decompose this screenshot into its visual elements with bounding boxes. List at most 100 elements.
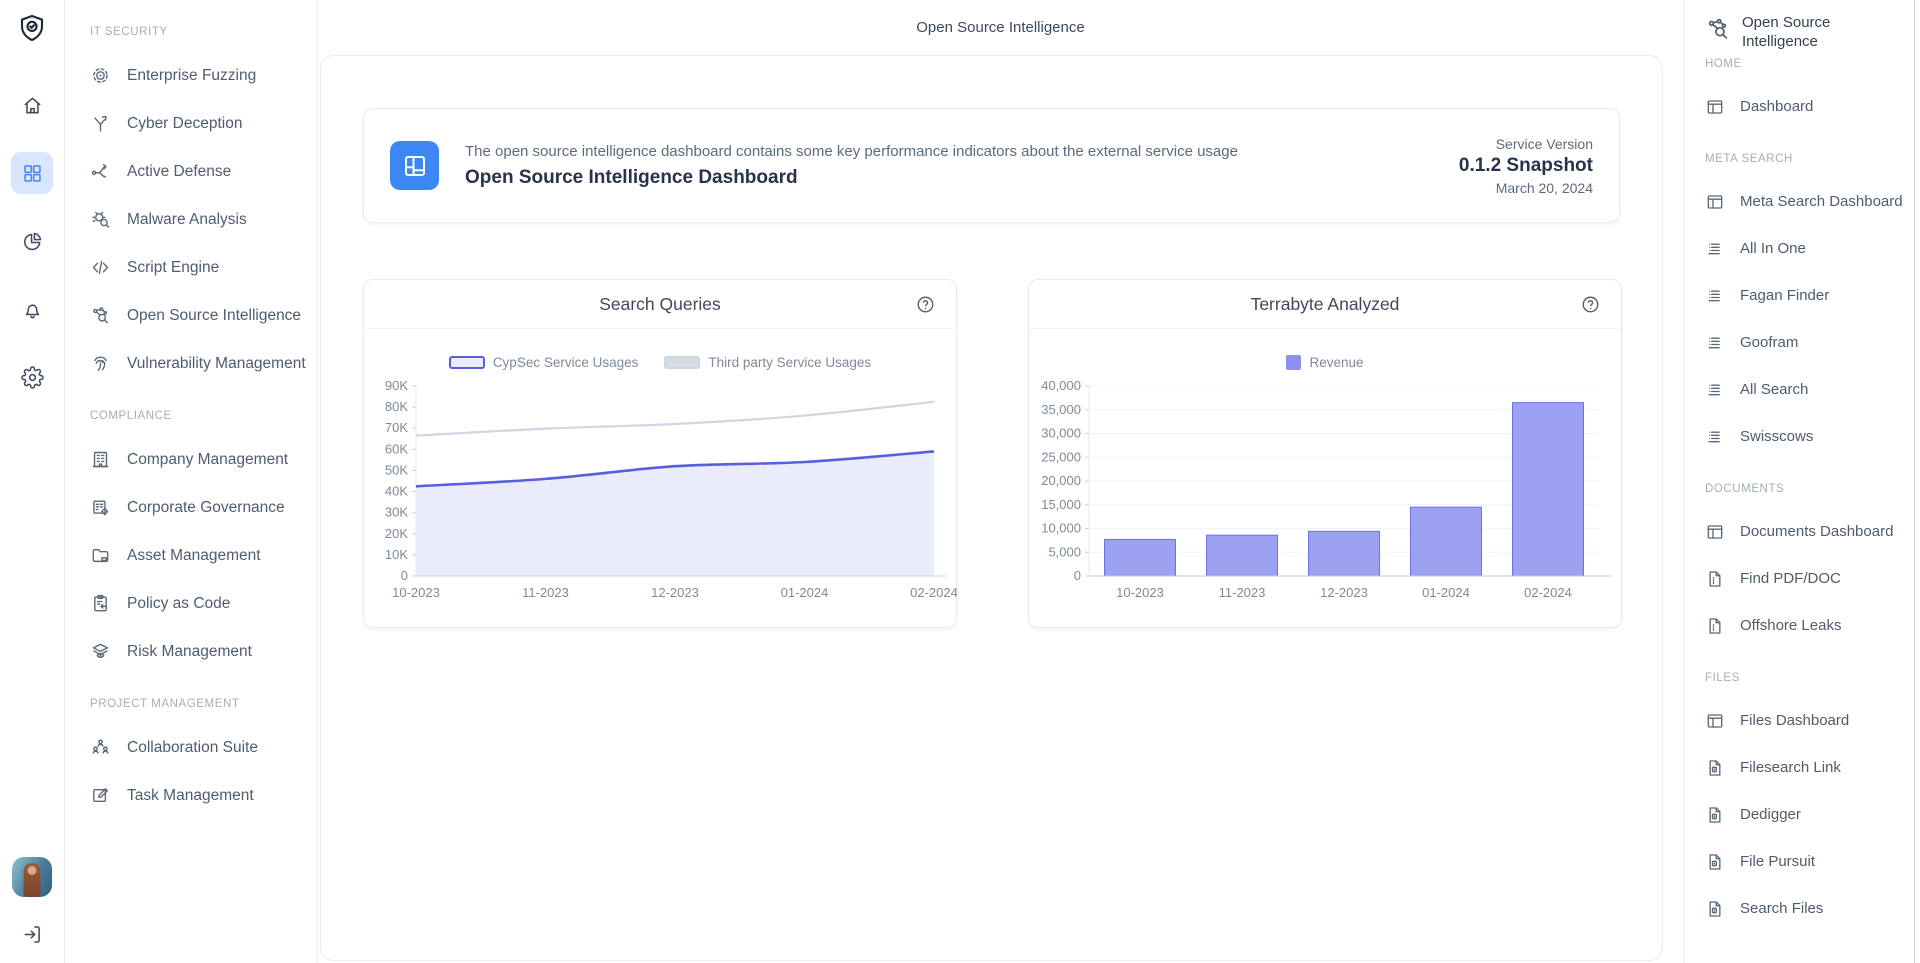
item-label: Fagan Finder — [1740, 287, 1829, 304]
settings-gear-icon[interactable] — [11, 356, 53, 398]
right-item-meta-search-dashboard[interactable]: Meta Search Dashboard — [1705, 192, 1906, 212]
service-version-value: 0.1.2 Snapshot — [1459, 155, 1593, 177]
fingerprint-icon — [90, 353, 111, 374]
sidebar-item-enterprise-fuzzing[interactable]: Enterprise Fuzzing — [90, 65, 305, 86]
apps-grid-icon[interactable] — [11, 152, 53, 194]
terrabyte-analyzed-card: Terrabyte Analyzed Revenue 05,00010,0001… — [1028, 279, 1622, 628]
right-item-goofram[interactable]: Goofram — [1705, 333, 1906, 353]
logout-icon[interactable] — [11, 913, 53, 955]
home-icon[interactable] — [11, 84, 53, 126]
branch-icon — [90, 113, 111, 134]
search-queries-card: Search Queries CypSec Service UsagesThir… — [363, 279, 957, 628]
sidebar-item-cyber-deception[interactable]: Cyber Deception — [90, 113, 305, 134]
item-label: Policy as Code — [127, 595, 230, 613]
right-sidebar: Open Source Intelligence HOMEDashboardME… — [1683, 0, 1920, 963]
item-label: Company Management — [127, 451, 288, 469]
code-icon — [90, 257, 111, 278]
svg-text:0: 0 — [1074, 568, 1081, 583]
legend-swatch — [1286, 355, 1301, 370]
list-icon — [1705, 333, 1725, 353]
right-item-files-dashboard[interactable]: Files Dashboard — [1705, 711, 1906, 731]
right-section-label-meta-search: META SEARCH — [1705, 153, 1906, 165]
right-item-all-in-one[interactable]: All In One — [1705, 239, 1906, 259]
info-card: The open source intelligence dashboard c… — [363, 108, 1620, 223]
right-item-filesearch-link[interactable]: Filesearch Link — [1705, 758, 1906, 778]
svg-text:12-2023: 12-2023 — [1320, 585, 1368, 600]
help-icon[interactable] — [915, 294, 936, 315]
legend-entry-cypsec-service-usages[interactable]: CypSec Service Usages — [449, 355, 639, 370]
doc-search-icon — [1705, 805, 1725, 825]
sidebar-item-risk-management[interactable]: Risk Management — [90, 641, 305, 662]
icon-rail — [0, 0, 65, 963]
right-item-dedigger[interactable]: Dedigger — [1705, 805, 1906, 825]
layers-eye-icon — [90, 641, 111, 662]
svg-text:40,000: 40,000 — [1041, 378, 1081, 393]
item-label: File Pursuit — [1740, 853, 1815, 870]
item-label: Dashboard — [1740, 98, 1813, 115]
left-sidebar: IT SECURITY Enterprise Fuzzing Cyber Decep… — [65, 0, 318, 963]
sidebar-item-open-source-intelligence[interactable]: Open Source Intelligence — [90, 305, 305, 326]
notifications-bell-icon[interactable] — [11, 288, 53, 330]
svg-text:5,000: 5,000 — [1048, 544, 1081, 559]
legend-entry-third-party-service-usages[interactable]: Third party Service Usages — [664, 355, 871, 370]
item-label: Collaboration Suite — [127, 739, 258, 757]
right-item-offshore-leaks[interactable]: Offshore Leaks — [1705, 616, 1906, 636]
right-item-all-search[interactable]: All Search — [1705, 380, 1906, 400]
item-label: Corporate Governance — [127, 499, 285, 517]
info-description: The open source intelligence dashboard c… — [465, 143, 1459, 160]
legend-swatch — [664, 356, 700, 369]
chart-legend: CypSec Service Usages Third party Service… — [364, 355, 956, 370]
svg-text:11-2023: 11-2023 — [522, 585, 569, 600]
legend-entry-revenue[interactable]: Revenue — [1286, 355, 1363, 370]
svg-text:0: 0 — [401, 568, 408, 583]
right-section-label-home: HOME — [1705, 58, 1906, 70]
user-avatar[interactable] — [12, 857, 52, 897]
help-icon[interactable] — [1580, 294, 1601, 315]
chart-title: Terrabyte Analyzed — [1251, 294, 1400, 315]
right-sidebar-nav: HOME Dashboard META SEARCH Meta Search Dash… — [1705, 58, 1906, 919]
sidebar-item-policy-as-code[interactable]: Policy as Code — [90, 593, 305, 614]
sidebar-item-collaboration-suite[interactable]: Collaboration Suite — [90, 737, 305, 758]
sidebar-item-asset-management[interactable]: Asset Management — [90, 545, 305, 566]
list-icon — [1705, 427, 1725, 447]
right-item-search-files[interactable]: Search Files — [1705, 899, 1906, 919]
svg-text:50K: 50K — [385, 462, 408, 477]
item-label: Task Management — [127, 787, 254, 805]
sidebar-item-task-management[interactable]: Task Management — [90, 785, 305, 806]
service-version-block: Service Version 0.1.2 Snapshot March 20,… — [1459, 136, 1593, 196]
people-icon — [90, 737, 111, 758]
dashboard-icon — [1705, 97, 1725, 117]
charts-row: Search Queries CypSec Service UsagesThir… — [363, 279, 1620, 628]
right-item-find-pdf-doc[interactable]: Find PDF/DOC — [1705, 569, 1906, 589]
sidebar-section-label-project-management: PROJECT MANAGEMENT — [90, 698, 305, 710]
sidebar-item-script-engine[interactable]: Script Engine — [90, 257, 305, 278]
sidebar-item-vulnerability-management[interactable]: Vulnerability Management — [90, 353, 305, 374]
flow-icon — [90, 161, 111, 182]
info-title: Open Source Intelligence Dashboard — [465, 167, 1459, 189]
item-label: Swisscows — [1740, 428, 1813, 445]
item-label: Open Source Intelligence — [127, 307, 301, 325]
content-panel: The open source intelligence dashboard c… — [320, 55, 1663, 961]
svg-text:30K: 30K — [385, 505, 408, 520]
sidebar-item-company-management[interactable]: Company Management — [90, 449, 305, 470]
item-label: Documents Dashboard — [1740, 523, 1893, 540]
clipboard-icon — [90, 593, 111, 614]
svg-text:02-2024: 02-2024 — [1524, 585, 1572, 600]
right-item-documents-dashboard[interactable]: Documents Dashboard — [1705, 522, 1906, 542]
analytics-pie-icon[interactable] — [11, 220, 53, 262]
open-source-intelligence-icon — [1705, 16, 1731, 42]
right-item-fagan-finder[interactable]: Fagan Finder — [1705, 286, 1906, 306]
right-item-dashboard[interactable]: Dashboard — [1705, 97, 1906, 117]
item-label: Cyber Deception — [127, 115, 242, 133]
app-logo-shield-icon — [16, 12, 48, 44]
sidebar-item-active-defense[interactable]: Active Defense — [90, 161, 305, 182]
search-queries-chart: 010K20K30K40K50K60K70K80K90K10-202311-20… — [364, 378, 958, 606]
right-item-file-pursuit[interactable]: File Pursuit — [1705, 852, 1906, 872]
sidebar-item-corporate-governance[interactable]: Corporate Governance — [90, 497, 305, 518]
right-scrollbar[interactable] — [1914, 0, 1915, 963]
sidebar-item-malware-analysis[interactable]: Malware Analysis — [90, 209, 305, 230]
list-icon — [1705, 286, 1725, 306]
sidebar-section-label-it-security: IT SECURITY — [90, 26, 305, 38]
item-label: Vulnerability Management — [127, 355, 306, 373]
right-item-swisscows[interactable]: Swisscows — [1705, 427, 1906, 447]
